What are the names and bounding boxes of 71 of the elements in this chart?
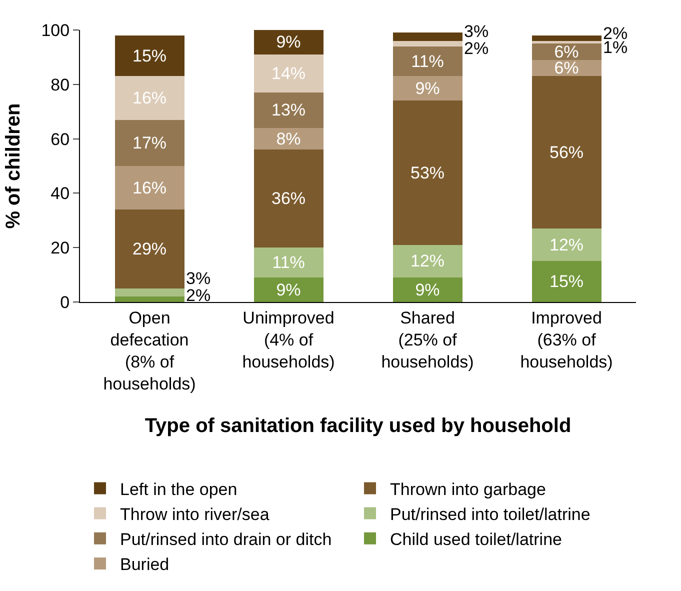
x-tick-label: Shared (25% of households) (381, 308, 474, 372)
data-label: 11% (411, 52, 444, 71)
y-tick-label: 40 (50, 184, 70, 204)
bar (392, 244, 462, 278)
x-tick-label: Improved (63% of households) (520, 308, 613, 372)
data-label: 29% (132, 239, 167, 258)
y-tick-label: 20 (50, 238, 70, 258)
data-label: 16% (132, 88, 167, 108)
x-axis-title: Type of sanitation facility used by household (144, 415, 572, 438)
data-label: 8% (276, 129, 301, 148)
data-label: 17% (132, 133, 167, 152)
bar (114, 210, 184, 288)
data-label: 3% (464, 22, 489, 41)
data-label: 15% (132, 46, 167, 66)
bar (392, 40, 462, 46)
bar (392, 278, 462, 302)
bar (254, 54, 324, 93)
legend-label: Put/rinsed into toilet/latrine (390, 504, 590, 524)
bar (254, 150, 324, 248)
data-label: 9% (415, 280, 440, 300)
legend-label: Left in the open (120, 480, 238, 499)
legend-label: Child used toilet/latrine (390, 530, 562, 550)
bar (392, 100, 462, 245)
y-axis-title: % of children (2, 103, 25, 229)
bar (532, 76, 602, 229)
data-label: 13% (271, 100, 306, 120)
data-label: 56% (549, 142, 584, 162)
legend-label: Put/rinsed into drain or ditch (120, 530, 332, 550)
data-label: 11% (272, 253, 305, 272)
bar (114, 76, 184, 120)
data-label: 9% (415, 78, 440, 98)
bar (254, 248, 324, 278)
data-label: 12% (410, 252, 445, 271)
data-label: 14% (271, 64, 306, 84)
data-label: 9% (276, 280, 301, 300)
data-label: 12% (549, 235, 584, 254)
bar (114, 296, 184, 302)
y-tick-label: 60 (50, 130, 70, 149)
x-tick-label: Open defecation (8% of households) (103, 308, 196, 394)
data-label: 15% (549, 272, 584, 292)
y-tick-label: 80 (50, 75, 70, 94)
data-label: 53% (410, 163, 445, 182)
data-label: 9% (276, 32, 301, 52)
bar (254, 30, 324, 54)
data-label: 6% (554, 58, 579, 78)
bar (392, 32, 462, 41)
data-label: 36% (271, 189, 306, 208)
data-label: 1% (603, 38, 628, 57)
data-label: 3% (186, 269, 211, 288)
bar (114, 166, 184, 210)
bar (392, 76, 462, 101)
x-tick-label: Unimproved (4% of households) (242, 308, 335, 372)
bar (114, 35, 184, 76)
bar (532, 35, 602, 41)
y-tick-label: 0 (60, 292, 70, 312)
bar (114, 120, 184, 166)
data-label: 6% (554, 42, 579, 62)
data-label: 2% (464, 39, 489, 58)
legend-label: Buried (120, 555, 170, 574)
y-tick-label: 100 (41, 20, 70, 40)
bar (392, 46, 462, 76)
legend-label: Thrown into garbage (390, 480, 546, 499)
legend-label: Throw into river/sea (120, 504, 270, 524)
bar (254, 278, 324, 302)
bar (532, 40, 602, 44)
bar (114, 288, 184, 297)
data-label: 16% (132, 178, 167, 198)
data-label: 2% (186, 286, 211, 305)
bar (532, 228, 602, 262)
bar (254, 92, 324, 128)
bar (532, 261, 602, 302)
